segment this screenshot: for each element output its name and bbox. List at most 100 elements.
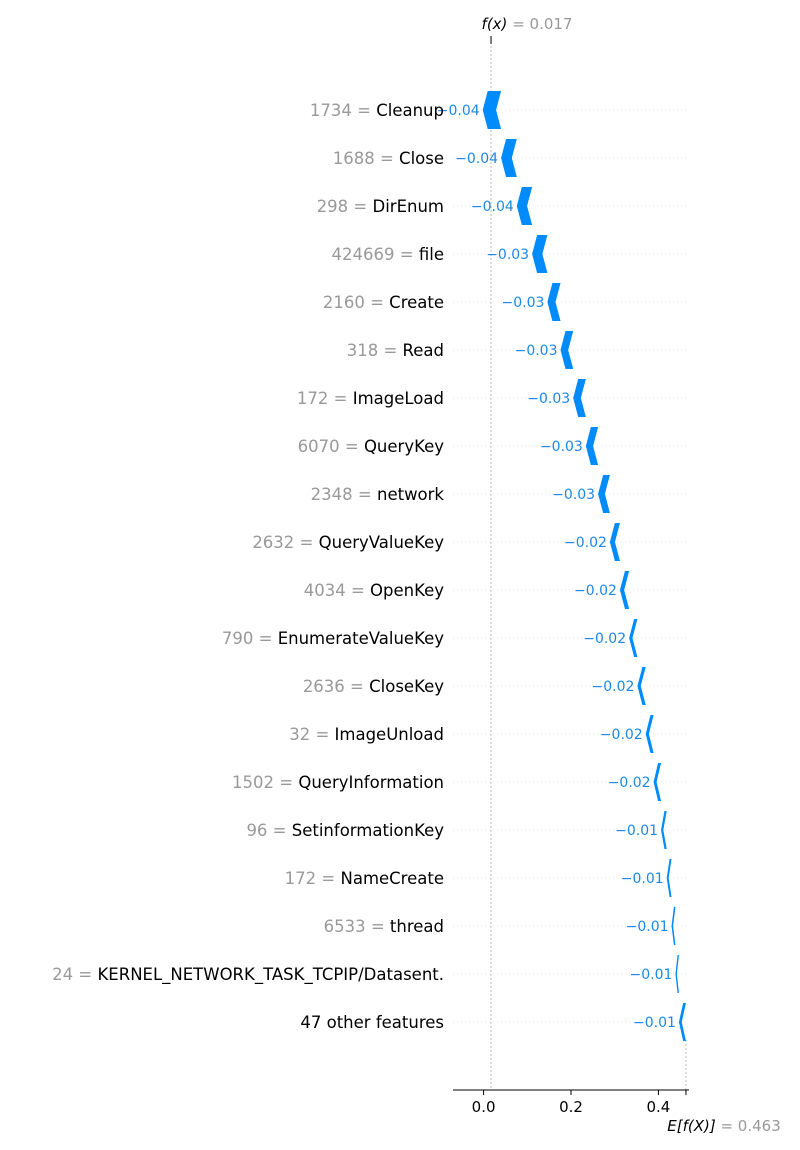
feature-label: 2632 = QueryValueKey bbox=[252, 533, 444, 552]
feature-name: Create bbox=[389, 293, 444, 312]
waterfall-bar bbox=[637, 667, 646, 705]
feature-label: 6070 = QueryKey bbox=[298, 437, 445, 456]
feature-label: 47 other features bbox=[300, 1013, 444, 1032]
bar-value-label: −0.04 bbox=[437, 103, 480, 119]
feature-value: 2632 = bbox=[252, 533, 318, 552]
waterfall-bar bbox=[598, 475, 610, 513]
feature-value: 172 = bbox=[297, 389, 353, 408]
feature-name: NameCreate bbox=[340, 869, 444, 888]
feature-value: 6070 = bbox=[298, 437, 364, 456]
x-tick-label: 0.0 bbox=[472, 1098, 496, 1116]
feature-name: Read bbox=[403, 341, 444, 360]
feature-label: 172 = NameCreate bbox=[285, 869, 444, 888]
feature-label: 2636 = CloseKey bbox=[303, 677, 444, 696]
efx-label: E[f(X)] bbox=[667, 1117, 716, 1135]
bar-value-label: −0.03 bbox=[515, 343, 558, 359]
waterfall-bar bbox=[573, 379, 586, 417]
feature-value: 6533 = bbox=[324, 917, 390, 936]
fx-eq: = bbox=[507, 15, 529, 33]
bar-value-label: −0.02 bbox=[600, 727, 643, 743]
feature-label: 2160 = Create bbox=[323, 293, 444, 312]
x-axis: 0.0 0.2 0.4 bbox=[453, 1089, 689, 1116]
waterfall-bar bbox=[675, 955, 679, 993]
grid-layer bbox=[453, 36, 689, 1090]
feature-name: ImageUnload bbox=[335, 725, 444, 744]
feature-name: EnumerateValueKey bbox=[278, 629, 445, 648]
bar-value-label: −0.04 bbox=[455, 151, 498, 167]
feature-label: 1734 = Cleanup bbox=[310, 101, 444, 120]
fx-label: f(x) bbox=[482, 15, 508, 33]
x-tick-label: 0.2 bbox=[559, 1098, 583, 1116]
feature-value: 1502 = bbox=[232, 773, 298, 792]
feature-label: 6533 = thread bbox=[324, 917, 444, 936]
bar-value-label: −0.02 bbox=[564, 535, 607, 551]
feature-value: 790 = bbox=[222, 629, 278, 648]
feature-name: SetinformationKey bbox=[292, 821, 444, 840]
feature-name: network bbox=[377, 485, 444, 504]
waterfall-bar bbox=[482, 91, 502, 129]
bar-value-label: −0.01 bbox=[633, 1015, 676, 1031]
efx-annotation: E[f(X)] = 0.463 bbox=[667, 1117, 781, 1135]
feature-label: 1688 = Close bbox=[333, 149, 444, 168]
feature-value: 1688 = bbox=[333, 149, 399, 168]
waterfall-bar bbox=[609, 523, 620, 561]
waterfall-bar bbox=[585, 427, 599, 465]
feature-name: QueryInformation bbox=[298, 773, 444, 792]
feature-name: QueryValueKey bbox=[319, 533, 445, 552]
feature-label: 4034 = OpenKey bbox=[304, 581, 445, 600]
feature-name: file bbox=[419, 245, 444, 264]
feature-value: 424669 = bbox=[332, 245, 419, 264]
x-tick-label: 0.4 bbox=[646, 1098, 670, 1116]
feature-value: 2636 = bbox=[303, 677, 369, 696]
feature-value: 96 = bbox=[246, 821, 291, 840]
waterfall-bar bbox=[516, 187, 533, 225]
waterfall-bar bbox=[501, 139, 517, 177]
feature-name: ImageLoad bbox=[353, 389, 444, 408]
bar-layer bbox=[482, 91, 686, 1041]
fx-value: 0.017 bbox=[530, 15, 573, 33]
bar-value-label: −0.03 bbox=[552, 487, 595, 503]
feature-value: 4034 = bbox=[304, 581, 370, 600]
feature-name: DirEnum bbox=[373, 197, 445, 216]
feature-label: 32 = ImageUnload bbox=[289, 725, 444, 744]
waterfall-bar bbox=[666, 859, 672, 897]
bar-value-label: −0.03 bbox=[540, 439, 583, 455]
bar-value-label: −0.04 bbox=[471, 199, 514, 215]
waterfall-bar bbox=[547, 283, 561, 321]
bar-value-label: −0.02 bbox=[592, 679, 635, 695]
feature-label: 318 = Read bbox=[347, 341, 444, 360]
feature-label: 2348 = network bbox=[311, 485, 445, 504]
feature-label: 424669 = file bbox=[332, 245, 444, 264]
bar-value-label: −0.01 bbox=[615, 823, 658, 839]
feature-name: OpenKey bbox=[370, 581, 444, 600]
feature-label: 24 = KERNEL_NETWORK_TASK_TCPIP/Datasent. bbox=[52, 965, 444, 985]
feature-label: 96 = SetinformationKey bbox=[246, 821, 444, 840]
waterfall-bar bbox=[653, 763, 662, 801]
bar-value-label: −0.02 bbox=[574, 583, 617, 599]
waterfall-bar bbox=[532, 235, 548, 273]
bar-value-label: −0.02 bbox=[583, 631, 626, 647]
waterfall-bar bbox=[560, 331, 574, 369]
feature-value: 2348 = bbox=[311, 485, 377, 504]
bar-value-label: −0.01 bbox=[626, 919, 669, 935]
fx-annotation: f(x) = 0.017 bbox=[482, 15, 573, 33]
feature-name: Cleanup bbox=[376, 101, 444, 120]
efx-value: 0.463 bbox=[738, 1117, 781, 1135]
feature-label: 172 = ImageLoad bbox=[297, 389, 444, 408]
feature-value: 318 = bbox=[347, 341, 403, 360]
bar-value-label: −0.01 bbox=[621, 871, 664, 887]
feature-name: Close bbox=[399, 149, 444, 168]
waterfall-bar bbox=[619, 571, 630, 609]
waterfall-bar bbox=[629, 619, 638, 657]
feature-name: QueryKey bbox=[364, 437, 444, 456]
feature-label: 298 = DirEnum bbox=[317, 197, 444, 216]
feature-name: KERNEL_NETWORK_TASK_TCPIP/Datasent. bbox=[97, 965, 444, 985]
feature-name: thread bbox=[390, 917, 444, 936]
feature-value: 2160 = bbox=[323, 293, 389, 312]
bar-value-label: −0.03 bbox=[486, 247, 529, 263]
waterfall-bar bbox=[671, 907, 676, 945]
feature-value: 298 = bbox=[317, 197, 373, 216]
feature-name: CloseKey bbox=[369, 677, 444, 696]
